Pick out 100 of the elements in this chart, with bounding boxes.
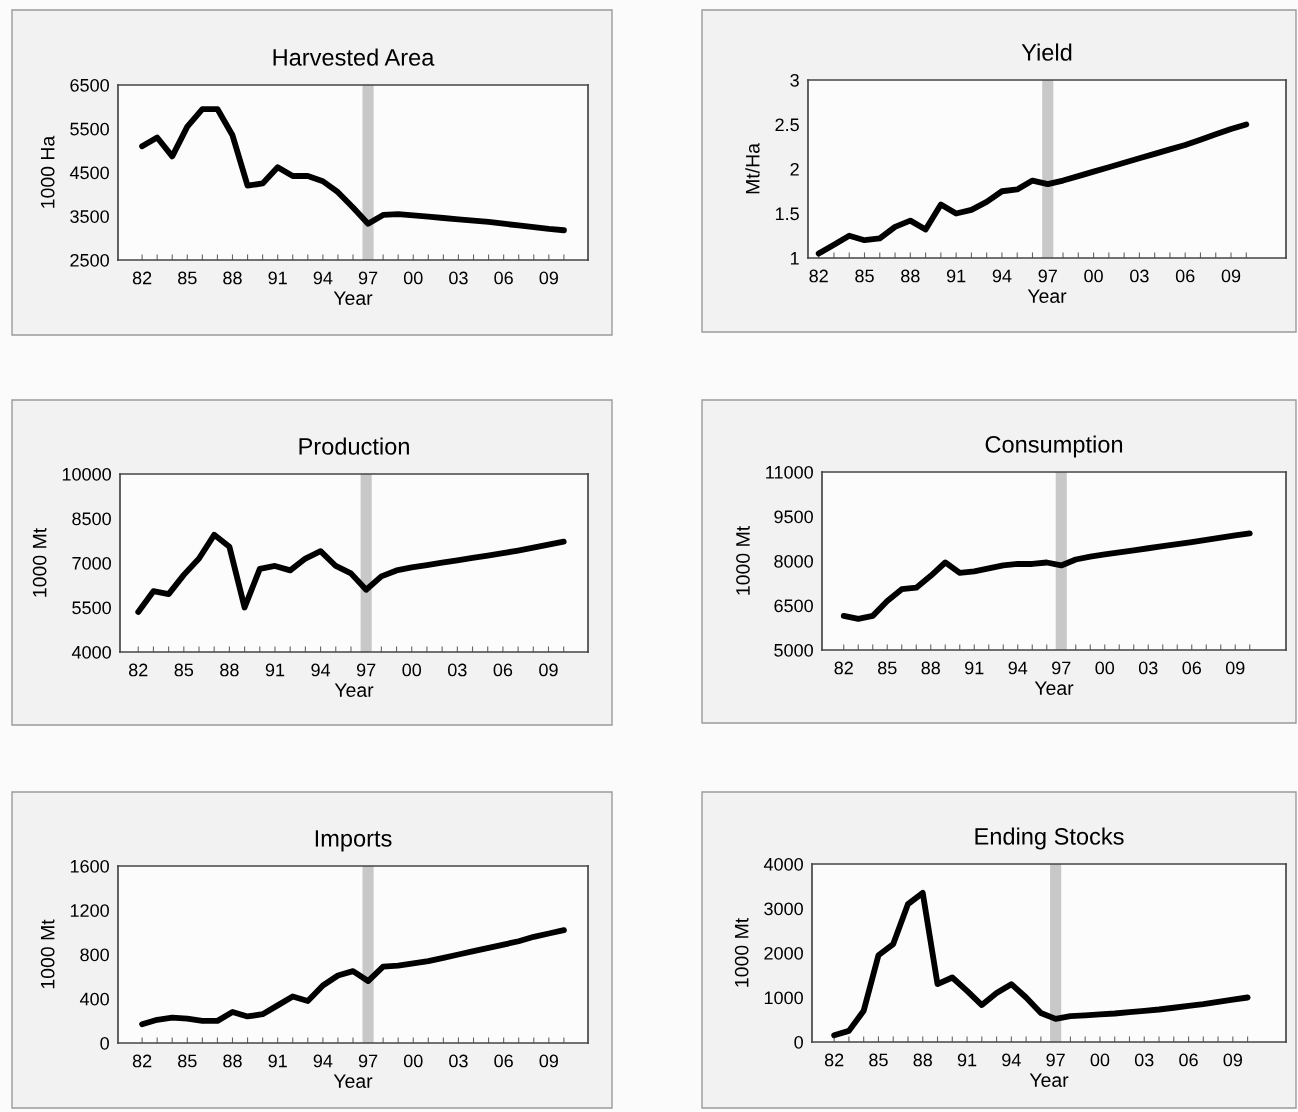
x-tick-label: 97 (356, 663, 376, 677)
y-tick-label: 5500 (72, 601, 111, 615)
x-tick-label: 09 (539, 271, 559, 285)
chart-title: Harvested Area (273, 48, 435, 66)
y-axis-title: 1000 Mt (40, 919, 55, 989)
y-tick-label: 3 (790, 73, 799, 87)
x-tick-label: 00 (402, 663, 422, 677)
x-tick-label: 03 (447, 663, 467, 677)
chart-title: Yield (1021, 43, 1072, 61)
y-axis-title: 1000 Mt (736, 526, 750, 595)
x-axis-title: Year (333, 1074, 373, 1088)
x-tick-label: 03 (1138, 661, 1158, 675)
x-tick-label: 91 (265, 663, 285, 677)
y-tick-label: 5000 (774, 643, 813, 657)
x-tick-label: 97 (1052, 661, 1071, 675)
y-tick-label: 4000 (763, 857, 803, 871)
x-tick-label: 91 (965, 661, 984, 675)
y-tick-label: 0 (794, 1035, 803, 1049)
x-tick-label: 09 (539, 1054, 559, 1068)
x-tick-label: 06 (1182, 661, 1201, 675)
y-tick-label: 3000 (764, 902, 803, 916)
x-tick-label: 82 (824, 1053, 844, 1067)
x-tick-label: 94 (313, 271, 333, 285)
x-tick-label: 09 (539, 663, 558, 677)
y-tick-label: 2000 (764, 946, 803, 960)
x-tick-label: 06 (1175, 269, 1195, 283)
x-tick-label: 00 (1084, 269, 1103, 283)
x-tick-label: 82 (809, 269, 828, 283)
x-axis-title: Year (1027, 289, 1067, 303)
y-tick-label: 6500 (774, 599, 813, 613)
y-tick-label: 8500 (72, 512, 111, 526)
x-tick-label: 85 (174, 663, 194, 677)
x-tick-label: 88 (223, 271, 242, 285)
x-tick-label: 85 (855, 269, 874, 283)
x-tick-label: 03 (1134, 1053, 1154, 1067)
y-tick-label: 1600 (70, 859, 109, 873)
x-tick-label: 85 (877, 661, 897, 675)
x-tick-label: 94 (1002, 1053, 1021, 1067)
x-tick-label: 88 (913, 1053, 933, 1067)
x-tick-label: 09 (1221, 269, 1241, 283)
y-tick-label: 0 (100, 1036, 109, 1050)
x-tick-label: 03 (449, 271, 468, 285)
y-tick-label: 1 (791, 252, 799, 265)
x-tick-label: 09 (1225, 661, 1245, 675)
x-tick-label: 09 (1223, 1053, 1243, 1067)
y-axis-title: 1000 Ha (40, 135, 55, 208)
chart-title: Production (299, 437, 409, 455)
x-tick-label: 91 (946, 269, 966, 283)
y-tick-label: 1200 (70, 904, 109, 917)
x-tick-label: 06 (1179, 1053, 1198, 1067)
y-tick-label: 2500 (70, 253, 109, 267)
x-tick-label: 94 (313, 1054, 333, 1068)
x-axis-title: Year (1034, 681, 1074, 695)
y-tick-label: 8000 (774, 554, 813, 568)
x-tick-label: 06 (494, 271, 513, 285)
x-tick-label: 85 (178, 1054, 197, 1068)
y-tick-label: 4000 (71, 645, 111, 659)
x-tick-label: 03 (1130, 269, 1149, 283)
chart-title: Consumption (985, 435, 1123, 458)
y-tick-label: 800 (80, 948, 109, 962)
x-tick-label: 06 (493, 663, 513, 677)
x-tick-label: 88 (901, 269, 920, 283)
y-tick-label: 1000 (764, 991, 803, 1005)
y-tick-label: 9500 (774, 510, 813, 524)
x-tick-label: 91 (268, 271, 287, 285)
x-tick-label: 00 (403, 1054, 423, 1068)
y-tick-label: 3500 (70, 210, 109, 223)
x-tick-label: 97 (1046, 1053, 1065, 1067)
y-tick-label: 7000 (72, 556, 111, 570)
y-tick-label: 6500 (70, 78, 109, 92)
x-tick-label: 06 (494, 1054, 513, 1068)
y-axis-title: Mt/Ha (745, 143, 760, 194)
y-tick-label: 10000 (62, 467, 111, 481)
x-tick-label: 03 (449, 1054, 468, 1068)
x-tick-label: 97 (358, 1054, 378, 1068)
x-tick-label: 91 (268, 1054, 287, 1068)
x-tick-label: 97 (1038, 269, 1057, 283)
y-axis-title: 1000 Mt (32, 528, 47, 597)
x-axis-title: Year (1029, 1073, 1069, 1087)
x-tick-label: 85 (178, 271, 197, 285)
y-tick-label: 2 (790, 162, 799, 176)
x-tick-label: 88 (220, 663, 239, 677)
x-tick-label: 82 (128, 663, 148, 677)
chart-title: Ending Stocks (975, 827, 1124, 850)
x-tick-label: 85 (869, 1053, 888, 1067)
x-tick-label: 82 (132, 271, 152, 285)
x-tick-label: 00 (1095, 661, 1115, 675)
x-tick-label: 82 (132, 1054, 152, 1068)
x-tick-label: 82 (834, 661, 853, 675)
chart-title: Imports (315, 830, 392, 852)
x-tick-label: 91 (957, 1053, 977, 1067)
y-tick-label: 2.5 (775, 118, 799, 132)
x-tick-label: 88 (223, 1054, 242, 1068)
y-tick-label: 11000 (766, 465, 813, 479)
x-axis-title: Year (334, 683, 374, 697)
x-tick-label: 94 (992, 269, 1012, 283)
x-tick-label: 88 (921, 661, 941, 675)
y-tick-label: 400 (79, 992, 109, 1006)
x-tick-label: 00 (1090, 1053, 1110, 1067)
y-tick-label: 1.5 (775, 207, 799, 221)
